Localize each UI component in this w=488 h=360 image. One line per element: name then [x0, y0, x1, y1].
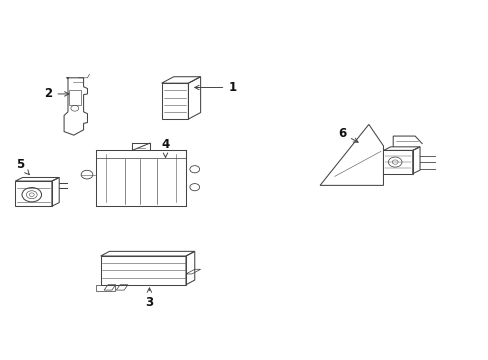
- Text: 5: 5: [16, 158, 29, 175]
- Text: 6: 6: [337, 127, 357, 142]
- Text: 4: 4: [161, 138, 169, 157]
- Text: 2: 2: [44, 87, 69, 100]
- Text: 3: 3: [145, 288, 153, 309]
- Text: 1: 1: [194, 81, 236, 94]
